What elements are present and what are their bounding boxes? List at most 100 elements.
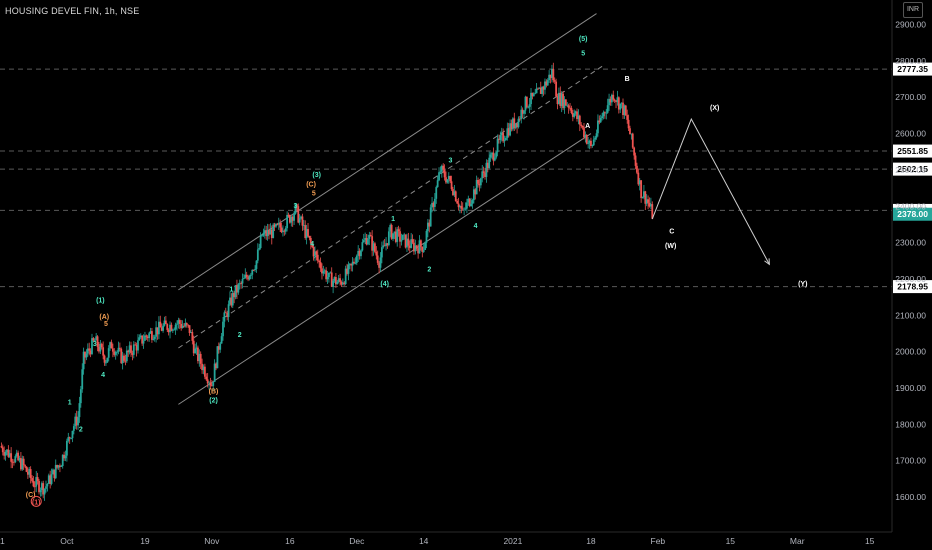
candle-body	[426, 222, 429, 231]
candle-body	[99, 343, 102, 352]
candle-body	[166, 324, 169, 330]
candle-body	[421, 246, 424, 252]
candle-body	[380, 247, 383, 258]
candle-body	[146, 336, 149, 339]
candle-body	[613, 99, 616, 101]
candle-body	[139, 335, 142, 338]
candle-body	[484, 172, 486, 177]
candle-body	[173, 329, 176, 331]
time-axis[interactable]: 21 Oct 19 Nov 16 Dec 14 2021 18 Feb 15 Mar 15	[0, 531, 892, 546]
candle-body	[307, 229, 309, 236]
candle-body	[114, 352, 117, 355]
price-level-tag	[893, 162, 932, 176]
price-tick-label: 1800.00	[895, 419, 926, 429]
candle-body	[137, 340, 139, 351]
candle-body	[594, 137, 597, 140]
candle-body	[304, 225, 307, 238]
wave-label: (1)	[32, 499, 41, 506]
candle-body	[651, 204, 654, 219]
candle-body	[336, 281, 339, 285]
candle-body	[197, 347, 199, 362]
candle-body	[24, 465, 26, 467]
candle-body	[21, 458, 24, 470]
candle-body	[643, 191, 645, 198]
candle-body	[270, 229, 273, 239]
candle-body	[567, 105, 570, 108]
candle-body	[199, 353, 202, 364]
candle-body	[88, 348, 91, 351]
candle-body	[10, 453, 13, 462]
candle-body	[344, 268, 347, 285]
candle-body	[190, 332, 192, 333]
candle-body	[478, 183, 481, 186]
wave-label: 4	[310, 241, 314, 248]
candle-body	[346, 268, 348, 274]
candle-body	[162, 325, 164, 331]
candle-body	[149, 331, 152, 334]
candle-body	[210, 385, 213, 387]
candle-body	[354, 262, 357, 264]
candle-body	[61, 454, 64, 466]
candle-body	[585, 135, 588, 144]
price-axis[interactable]: 1600.00 1700.00 1800.00 1900.00 2000.00 2100.…	[891, 0, 926, 532]
candle-body	[624, 105, 627, 116]
candle-body	[466, 202, 468, 209]
candle-body	[537, 88, 539, 90]
candle-body	[116, 351, 118, 353]
candle-body	[548, 74, 551, 81]
candle-body	[584, 135, 587, 138]
time-tick-label: Oct	[60, 536, 74, 546]
symbol-name[interactable]: HOUSING DEVEL FIN	[5, 6, 100, 16]
candle-body	[378, 262, 380, 268]
candle-body	[208, 382, 210, 384]
candle-body	[276, 223, 279, 225]
candle-body	[64, 455, 67, 459]
candle-body	[638, 180, 641, 185]
candle-body	[475, 179, 478, 195]
candle-body	[443, 169, 446, 178]
candle-body	[433, 198, 436, 207]
price-level-tag	[893, 144, 932, 158]
candle-body	[56, 464, 59, 468]
wave-label: 4	[474, 223, 478, 230]
currency-badge[interactable]: INR	[903, 2, 923, 18]
candle-body	[534, 93, 537, 95]
price-level-lines: 2777.352551.852502.152388.502378.002178.…	[0, 62, 932, 294]
candle-body	[460, 206, 463, 209]
candle-body	[641, 197, 644, 199]
candle-body	[254, 268, 256, 271]
candle-body	[609, 98, 612, 103]
candle-body	[106, 357, 109, 363]
candle-body	[50, 474, 53, 484]
candle-body	[198, 353, 201, 362]
candle-body	[556, 96, 559, 105]
trend-channel[interactable]	[178, 13, 603, 405]
time-tick-label: 15	[865, 536, 875, 546]
candle-body	[393, 231, 396, 234]
candle-body	[33, 486, 36, 488]
candle-body	[302, 225, 305, 226]
projection-path[interactable]	[651, 117, 770, 266]
candle-body	[203, 366, 206, 377]
candle-body	[637, 172, 640, 185]
candle-body	[459, 206, 461, 208]
candle-body	[29, 469, 32, 479]
candle-body	[174, 324, 177, 330]
candle-body	[447, 176, 450, 180]
candle-body	[49, 475, 52, 484]
candle-body	[145, 335, 148, 337]
candle-body	[319, 262, 322, 269]
candle-body	[195, 347, 198, 349]
candle-body	[436, 180, 439, 188]
candle-body	[171, 329, 174, 331]
candle-body	[273, 224, 276, 227]
candle-body	[648, 202, 651, 207]
interval-label[interactable]: 1h	[104, 6, 115, 16]
candle-body	[520, 109, 523, 120]
candle-body	[442, 165, 445, 170]
candle-body	[322, 271, 325, 274]
candle-body	[410, 239, 413, 248]
candle-body	[243, 278, 245, 279]
